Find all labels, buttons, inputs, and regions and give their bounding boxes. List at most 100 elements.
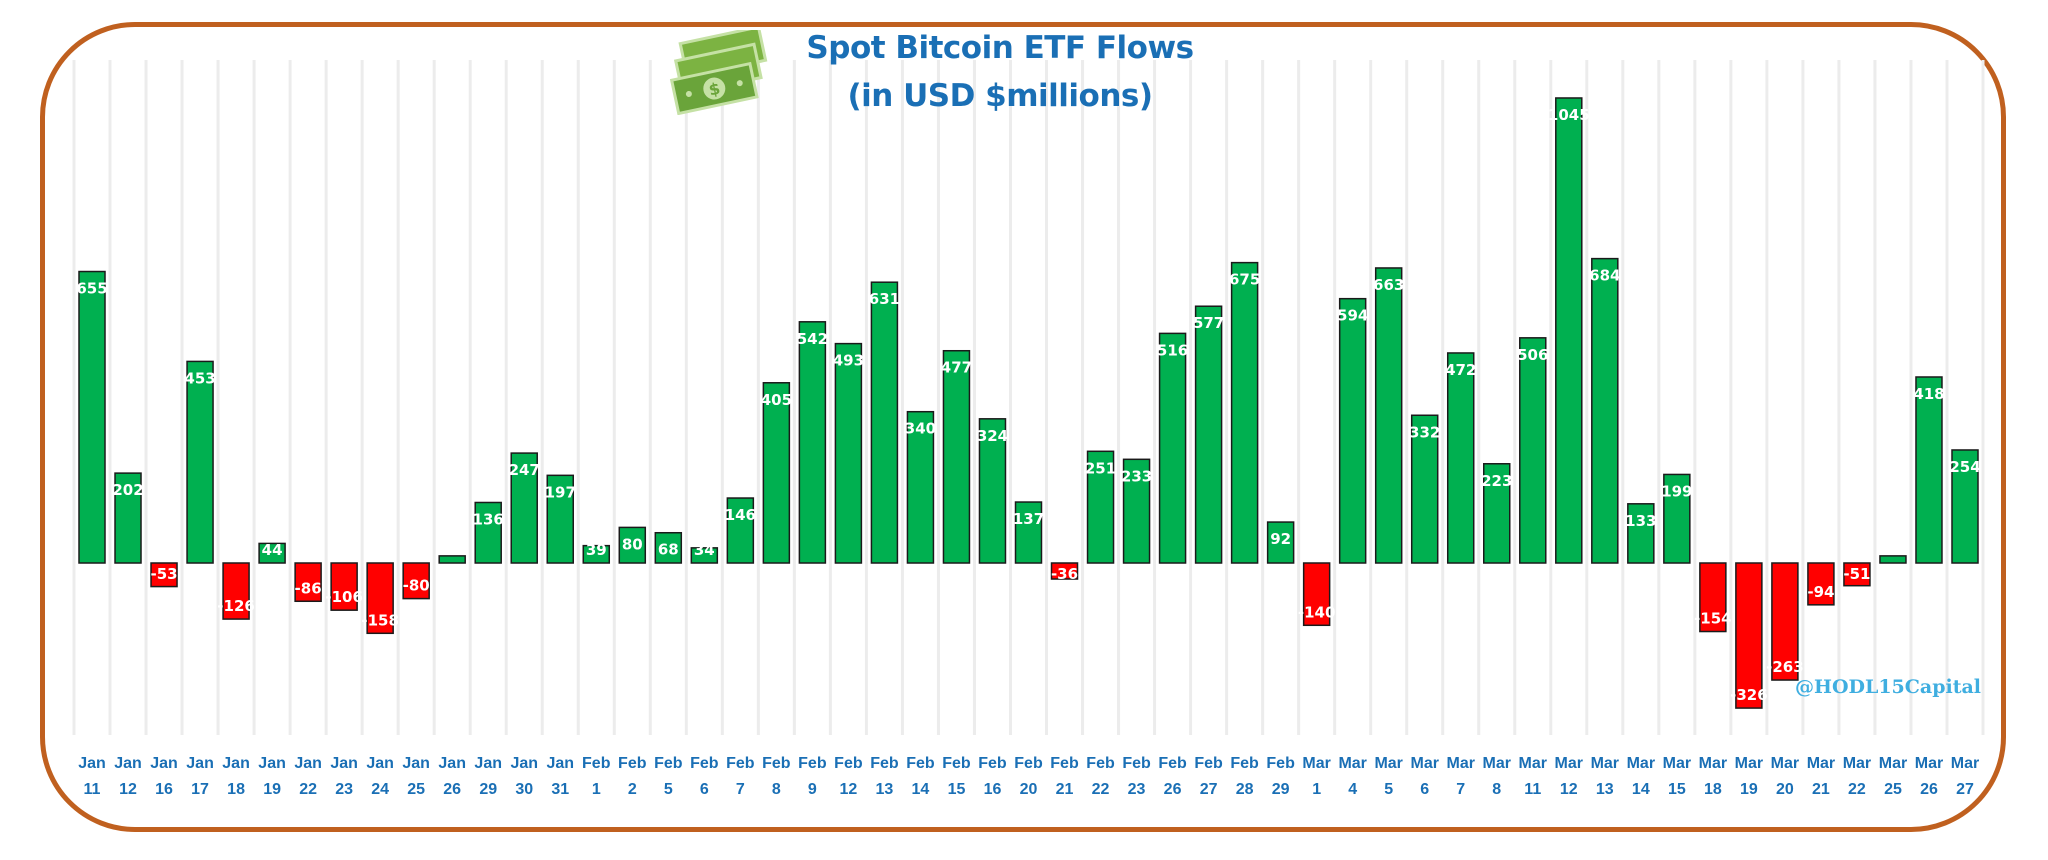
tick-label-day: 20 bbox=[1776, 781, 1794, 798]
data-label: 1045 bbox=[1548, 106, 1590, 124]
tick-label-day: 16 bbox=[155, 781, 173, 798]
tick-label-month: Feb bbox=[1014, 755, 1043, 772]
tick-label-day: 16 bbox=[984, 781, 1002, 798]
tick-label-month: Jan bbox=[438, 755, 466, 772]
tick-label-day: 18 bbox=[227, 781, 245, 798]
bar-jan-23 bbox=[330, 562, 358, 611]
bar-jan-29 bbox=[474, 501, 502, 564]
tick-label-day: 13 bbox=[876, 781, 894, 798]
data-label: 542 bbox=[797, 330, 828, 348]
data-label: 39 bbox=[586, 541, 607, 559]
data-label: 254 bbox=[1949, 458, 1980, 476]
data-label: 418 bbox=[1913, 385, 1944, 403]
tick-label-month: Mar bbox=[1735, 755, 1763, 772]
tick-label-day: 23 bbox=[335, 781, 353, 798]
data-label: 684 bbox=[1589, 267, 1620, 285]
tick-label-day: 19 bbox=[263, 781, 281, 798]
tick-label-day: 13 bbox=[1596, 781, 1614, 798]
tick-label-day: 14 bbox=[912, 781, 930, 798]
bar-jan-31 bbox=[546, 474, 574, 564]
tick-label-month: Feb bbox=[798, 755, 827, 772]
tick-label-day: 26 bbox=[443, 781, 461, 798]
tick-label-month: Feb bbox=[1086, 755, 1115, 772]
data-label: -94 bbox=[1807, 583, 1834, 601]
tick-label-month: Mar bbox=[1447, 755, 1475, 772]
tick-label-day: 24 bbox=[371, 781, 389, 798]
tick-label-day: 9 bbox=[808, 781, 817, 798]
data-label: 199 bbox=[1661, 482, 1692, 500]
tick-label-month: Jan bbox=[294, 755, 322, 772]
data-label: 92 bbox=[1270, 530, 1291, 548]
tick-label-day: 12 bbox=[840, 781, 858, 798]
tick-label-month: Feb bbox=[1230, 755, 1259, 772]
bar-feb-12 bbox=[834, 342, 863, 564]
tick-label-month: Jan bbox=[474, 755, 502, 772]
tick-label-day: 20 bbox=[1020, 781, 1038, 798]
bar-feb-23 bbox=[1122, 458, 1151, 564]
bar-feb-13 bbox=[870, 281, 899, 564]
tick-label-month: Feb bbox=[1266, 755, 1295, 772]
tick-label-month: Feb bbox=[1122, 755, 1151, 772]
bar-mar-6 bbox=[1410, 414, 1439, 564]
tick-label-day: 15 bbox=[948, 781, 966, 798]
bar-mar-5 bbox=[1374, 267, 1403, 564]
data-label: 133 bbox=[1625, 512, 1656, 530]
data-label: 405 bbox=[761, 391, 792, 409]
tick-label-day: 31 bbox=[551, 781, 569, 798]
tick-label-day: 22 bbox=[1848, 781, 1866, 798]
bar-feb-2 bbox=[618, 526, 647, 564]
tick-label-month: Feb bbox=[870, 755, 899, 772]
tick-label-month: Mar bbox=[1843, 755, 1871, 772]
data-label: 332 bbox=[1409, 423, 1440, 441]
data-label: 506 bbox=[1517, 346, 1548, 364]
bar-jan-18 bbox=[222, 562, 250, 620]
bar-feb-28 bbox=[1230, 261, 1259, 564]
tick-label-month: Mar bbox=[1627, 755, 1655, 772]
tick-label-day: 28 bbox=[1236, 781, 1254, 798]
bar-mar-21 bbox=[1807, 562, 1835, 606]
tick-label-month: Mar bbox=[1771, 755, 1799, 772]
data-label: -106 bbox=[325, 588, 363, 606]
tick-label-day: 26 bbox=[1920, 781, 1938, 798]
bar-feb-29 bbox=[1266, 521, 1295, 564]
tick-label-day: 5 bbox=[1384, 781, 1393, 798]
tick-label-month: Jan bbox=[366, 755, 394, 772]
bar-feb-5 bbox=[654, 531, 683, 564]
tick-label-day: 2 bbox=[628, 781, 637, 798]
money-bills-icon: $ bbox=[665, 25, 775, 120]
tick-label-month: Jan bbox=[330, 755, 358, 772]
tick-label-month: Feb bbox=[978, 755, 1007, 772]
chart-subtitle: (in USD $millions) bbox=[847, 78, 1153, 114]
data-label: 675 bbox=[1229, 271, 1260, 289]
tick-label-day: 4 bbox=[1348, 781, 1357, 798]
bar-mar-13 bbox=[1591, 257, 1619, 564]
data-label: 68 bbox=[658, 541, 679, 559]
data-label: 136 bbox=[473, 510, 504, 528]
bar-feb-8 bbox=[762, 382, 791, 564]
bar-mar-14 bbox=[1627, 503, 1655, 564]
bar-mar-18 bbox=[1699, 562, 1727, 633]
tick-label-month: Mar bbox=[1663, 755, 1691, 772]
bar-mar-25 bbox=[1879, 555, 1907, 564]
tick-label-day: 12 bbox=[119, 781, 137, 798]
tick-label-day: 25 bbox=[407, 781, 425, 798]
bar-feb-20 bbox=[1014, 501, 1043, 564]
bar-jan-24 bbox=[366, 562, 394, 635]
tick-label-month: Feb bbox=[1050, 755, 1079, 772]
tick-label-month: Jan bbox=[510, 755, 538, 772]
data-label: 247 bbox=[509, 461, 540, 479]
bar-jan-22 bbox=[294, 562, 322, 603]
data-label: 493 bbox=[833, 352, 864, 370]
tick-label-day: 19 bbox=[1740, 781, 1758, 798]
tick-label-day: 27 bbox=[1956, 781, 1974, 798]
tick-label-month: Feb bbox=[726, 755, 755, 772]
bar-mar-26 bbox=[1915, 376, 1943, 564]
bar-jan-11 bbox=[78, 270, 106, 564]
data-label: 146 bbox=[725, 506, 756, 524]
tick-label-month: Mar bbox=[1338, 755, 1366, 772]
data-label: 80 bbox=[622, 535, 643, 553]
bar-jan-16 bbox=[150, 562, 178, 588]
tick-label-month: Mar bbox=[1951, 755, 1979, 772]
tick-label-day: 18 bbox=[1704, 781, 1722, 798]
data-label: 516 bbox=[1157, 341, 1188, 359]
